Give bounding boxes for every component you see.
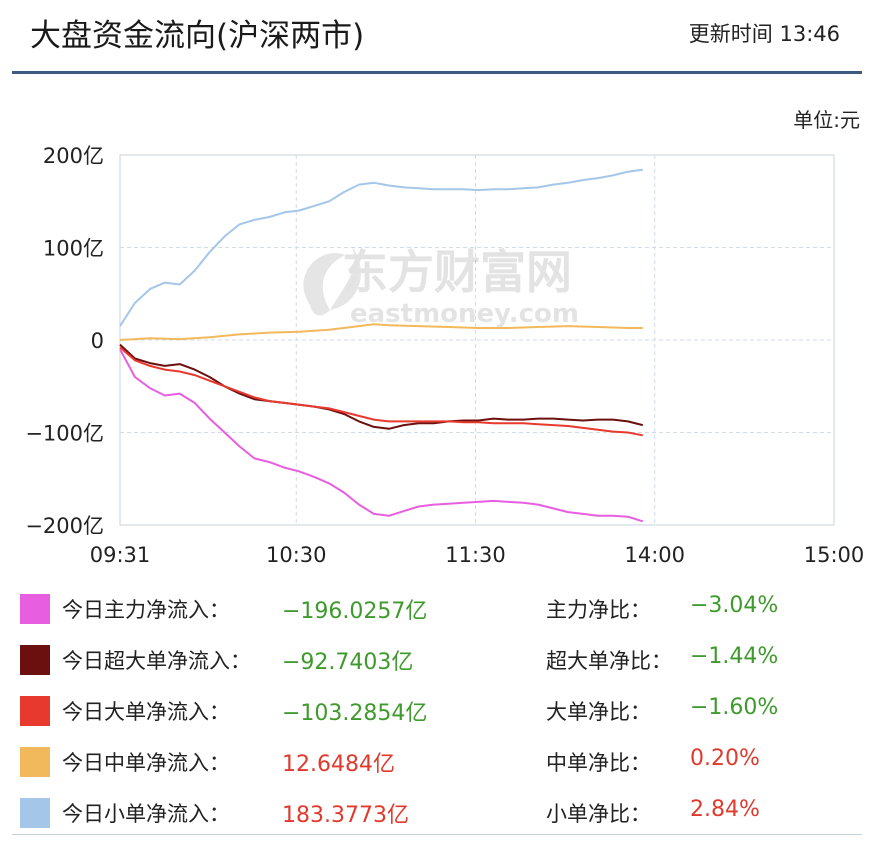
legend-swatch [20,594,50,624]
legend-swatch [20,696,50,726]
series-line [119,348,644,523]
legend-swatch [20,645,50,675]
ratio-value: −1.44% [690,644,779,669]
legend-label: 今日小单净流入： [62,802,230,826]
unit-label: 单位:元 [793,108,860,132]
legend-value: 12.6484亿 [282,752,395,777]
header-divider [12,71,862,74]
eastmoney-logo-icon [303,247,361,316]
update-time: 更新时间 13:46 [688,22,840,46]
watermark-en: eastmoney.com [350,299,579,329]
legend-row: 今日大单净流入： −103.2854亿 大单净比： −1.60% [0,685,876,737]
legend-row: 今日小单净流入： 183.3773亿 小单净比： 2.84% [0,787,876,839]
ratio-label: 大单净比： [546,700,651,724]
bottom-divider [12,834,862,835]
ratio-label: 超大单净比： [546,649,672,673]
ratio-value: −1.60% [690,695,779,720]
x-tick-label: 11:30 [445,543,506,567]
x-tick-label: 14:00 [624,543,685,567]
legend-row: 今日主力净流入： −196.0257亿 主力净比： −3.04% [0,583,876,635]
watermark-cn: 东方财富网 [342,245,572,299]
legend-row: 今日中单净流入： 12.6484亿 中单净比： 0.20% [0,736,876,788]
legend-value: −196.0257亿 [282,599,428,624]
fund-flow-chart: 东方财富网 eastmoney.com 200亿 100亿 0 −100亿 −200亿 0… [25,144,864,567]
y-tick-label: 0 [91,329,104,353]
y-tick-label: 200亿 [43,144,104,168]
ratio-value: 2.84% [690,797,760,822]
legend-value: 183.3773亿 [282,803,409,828]
chart-series [119,168,644,523]
chart-axes: 200亿 100亿 0 −100亿 −200亿 09:31 10:30 11:30 14:00 1… [25,144,864,567]
legend-row: 今日超大单净流入： −92.7403亿 超大单净比： −1.44% [0,634,876,686]
series-line [119,323,643,341]
legend-swatch [20,747,50,777]
ratio-value: 0.20% [690,746,760,771]
legend-swatch [20,798,50,828]
header: 大盘资金流向(沪深两市) 更新时间 13:46 [0,0,876,74]
ratio-label: 小单净比： [546,802,651,826]
legend-label: 今日超大单净流入： [62,649,251,673]
y-tick-label: −200亿 [25,514,104,538]
series-line [119,343,644,430]
legend-value: −103.2854亿 [282,701,428,726]
series-line [119,346,643,437]
page-title: 大盘资金流向(沪深两市) [30,18,365,54]
y-tick-label: −100亿 [25,422,104,446]
ratio-label: 主力净比： [546,598,651,622]
x-tick-label: 09:31 [90,543,151,567]
eastmoney-watermark: 东方财富网 eastmoney.com [303,245,579,329]
legend-label: 今日大单净流入： [62,700,230,724]
chart-grid [119,154,835,526]
ratio-value: −3.04% [690,593,779,618]
legend-label: 今日中单净流入： [62,751,230,775]
series-line [119,168,643,327]
legend-label: 今日主力净流入： [62,598,230,622]
ratio-label: 中单净比： [546,751,651,775]
x-tick-label: 10:30 [266,543,327,567]
legend-value: −92.7403亿 [282,650,414,675]
y-tick-label: 100亿 [43,237,104,261]
x-tick-label: 15:00 [804,543,865,567]
